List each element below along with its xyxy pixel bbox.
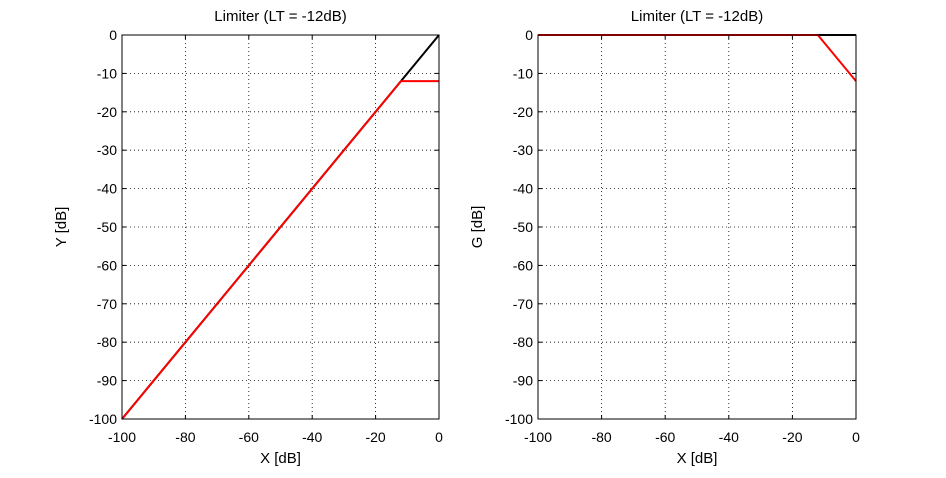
y-tick-label: -40 [97, 181, 117, 197]
y-tick-label: -60 [513, 257, 533, 273]
y-axis-label: G [dB] [469, 206, 486, 249]
right-plot-limiter-gain: -100 -80 -60 -40 -20 0 0 -10 -20 -30 -40 -50 -60 -70 -… [469, 8, 860, 467]
y-tick-label: -20 [513, 104, 533, 120]
x-tick-label: -40 [302, 429, 322, 445]
x-tick-label: -20 [365, 429, 385, 445]
y-tick-label: -30 [97, 142, 117, 158]
y-tick-label: -100 [505, 411, 533, 427]
plot-title: Limiter (LT = -12dB) [214, 8, 346, 25]
y-tick-label: -70 [513, 296, 533, 312]
x-axis-label: X [dB] [677, 450, 718, 467]
x-tick-label: -60 [239, 429, 259, 445]
y-tick-label: -80 [97, 334, 117, 350]
y-tick-label: -10 [97, 65, 117, 81]
y-tick-label: -60 [97, 257, 117, 273]
x-tick-label: -80 [175, 429, 195, 445]
x-tick-label: -20 [782, 429, 802, 445]
x-tick-label: 0 [435, 429, 443, 445]
left-plot-limiter-output: -100 -80 -60 -40 -20 0 0 -10 -20 -30 -40 -50 -60 -70 -… [53, 8, 443, 467]
x-tick-label: 0 [852, 429, 860, 445]
y-tick-label: -20 [97, 104, 117, 120]
y-tick-label: -90 [513, 373, 533, 389]
y-axis-label: Y [dB] [53, 207, 70, 248]
y-tick-label: -90 [97, 373, 117, 389]
y-tick-label: -40 [513, 181, 533, 197]
x-tick-label: -80 [591, 429, 611, 445]
y-tick-label: -100 [89, 411, 117, 427]
plot-area [538, 35, 856, 419]
plot-title: Limiter (LT = -12dB) [631, 8, 763, 25]
y-tick-label: -10 [513, 65, 533, 81]
y-tick-label: -50 [513, 219, 533, 235]
x-tick-label: -100 [108, 429, 136, 445]
x-axis-label: X [dB] [260, 450, 301, 467]
y-tick-label: -70 [97, 296, 117, 312]
y-tick-label: 0 [109, 27, 117, 43]
y-tick-label: -30 [513, 142, 533, 158]
series-line-1 [121, 80, 439, 420]
y-tick-label: -80 [513, 334, 533, 350]
x-tick-label: -60 [655, 429, 675, 445]
y-tick-label: 0 [525, 27, 533, 43]
y-tick-label: -50 [97, 219, 117, 235]
x-tick-label: -40 [719, 429, 739, 445]
x-tick-label: -100 [524, 429, 552, 445]
